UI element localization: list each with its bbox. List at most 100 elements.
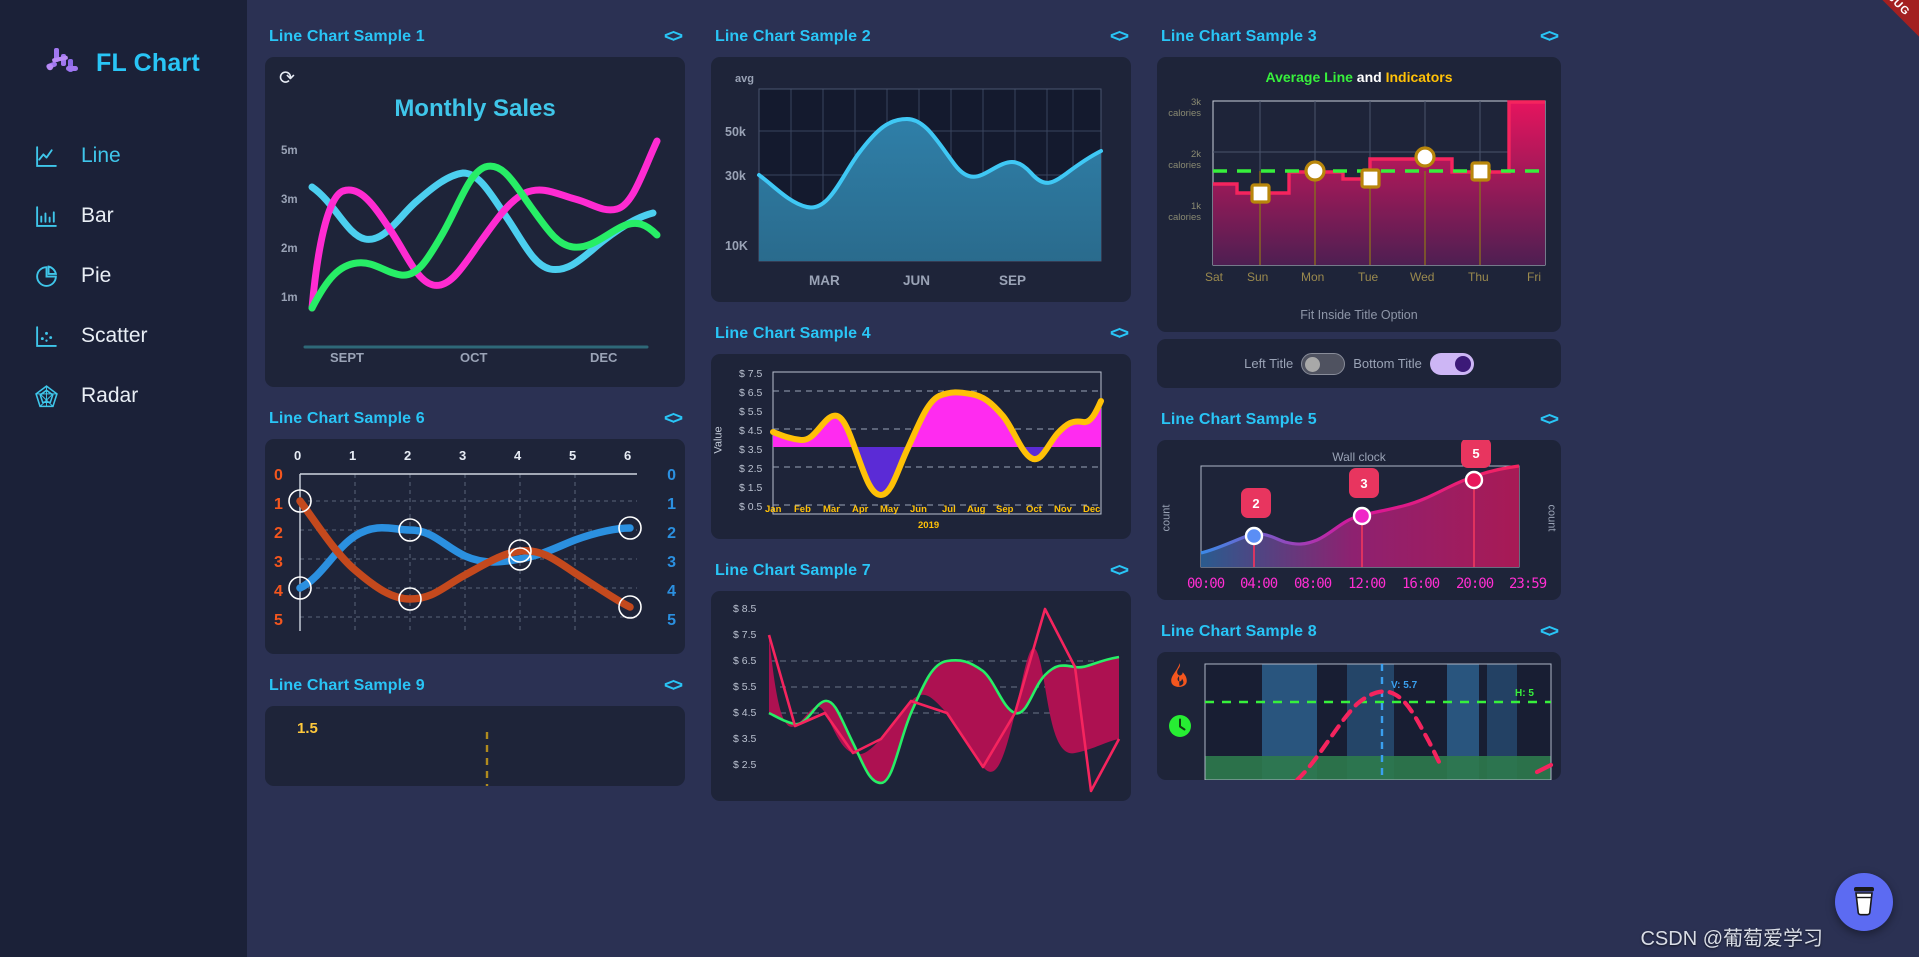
y-tick-label-left: 1 [274, 496, 283, 513]
y-tick-label-left: 2 [274, 525, 283, 542]
svg-text:3: 3 [1360, 476, 1367, 491]
x-tick-label: Jun [910, 504, 927, 515]
debug-ribbon: DEBUG [1839, 0, 1919, 61]
x-axis-label: 2019 [918, 520, 940, 531]
card-line-chart-sample-6: Line Chart Sample 6 <> 0 1 2 3 4 5 6 0 1… [265, 400, 685, 654]
x-tick-label: 00:00 [1187, 576, 1225, 592]
sidebar-item-line[interactable]: Line [0, 126, 247, 186]
card-header: Line Chart Sample 7 <> [711, 552, 1131, 591]
fl-chart-logo-icon [44, 46, 82, 80]
x-tick-label: Fri [1527, 270, 1541, 284]
chart-container: 0 1 2 3 4 5 6 0 1 2 3 4 5 0 1 2 3 [265, 439, 685, 654]
x-tick-label: Apr [852, 504, 869, 515]
card-title: Line Chart Sample 3 [1161, 27, 1317, 45]
x-tick-label: Thu [1468, 270, 1489, 284]
view-code-button[interactable]: <> [1109, 560, 1129, 580]
sidebar-item-label: Bar [81, 204, 114, 227]
y-tick-label: $ 7.5 [733, 629, 757, 641]
chart-container: avg 50k 30k 10K [711, 57, 1131, 302]
sidebar-item-bar[interactable]: Bar [0, 186, 247, 246]
view-code-button[interactable]: <> [663, 675, 683, 695]
chart-svg [1212, 100, 1546, 266]
sidebar-item-radar[interactable]: Radar [0, 366, 247, 426]
card-header: Line Chart Sample 1 <> [265, 18, 685, 57]
card-line-chart-sample-9: Line Chart Sample 9 <> 1.5 [265, 667, 685, 786]
view-code-button[interactable]: <> [1539, 621, 1559, 641]
card-title: Line Chart Sample 5 [1161, 410, 1317, 428]
chart-title: Average Line and Indicators [1157, 57, 1561, 85]
clock-icon [1168, 714, 1192, 743]
y-tick-label: $ 5.5 [733, 681, 757, 693]
y-tick-label: $ 4.5 [733, 707, 757, 719]
chart-title-part: Average Line [1265, 69, 1353, 85]
toggle-knob [1305, 356, 1321, 372]
toggle-knob [1454, 355, 1471, 372]
x-tick-label: Oct [1026, 504, 1042, 515]
sidebar-item-label: Scatter [81, 324, 148, 347]
left-title-toggle[interactable] [1301, 352, 1346, 375]
card-header: Line Chart Sample 4 <> [711, 315, 1131, 354]
chart-title-part: and [1352, 69, 1386, 85]
y-tick-label: $ 2.5 [733, 759, 757, 771]
card-title: Line Chart Sample 7 [715, 561, 871, 579]
x-tick-label: 1 [349, 448, 357, 463]
sidebar-item-scatter[interactable]: Scatter [0, 306, 247, 366]
card-title: Line Chart Sample 8 [1161, 622, 1317, 640]
y-tick-label: $ 0.5 [739, 501, 763, 513]
chart-container: Wall clock count count [1157, 440, 1561, 600]
card-header: Line Chart Sample 3 <> [1157, 18, 1561, 57]
y-tick-label-right: 0 [667, 467, 676, 484]
x-tick-label: Dec [1083, 504, 1101, 515]
card-title: Line Chart Sample 2 [715, 27, 871, 45]
view-code-button[interactable]: <> [1539, 26, 1559, 46]
y-tick-label: 2m [281, 243, 298, 255]
view-code-button[interactable]: <> [663, 408, 683, 428]
chart-title: Wall clock [1332, 450, 1386, 464]
view-code-button[interactable]: <> [663, 26, 683, 46]
x-tick-label: 2 [404, 448, 412, 463]
chart-plot-area: 5m 3m 2m 1m SEPT O [265, 123, 685, 373]
x-tick-label: Jul [942, 504, 956, 515]
card-line-chart-sample-1: Line Chart Sample 1 <> ⟳ Monthly Sales 5… [265, 18, 685, 387]
view-code-button[interactable]: <> [1539, 409, 1559, 429]
x-tick-label: DEC [590, 350, 618, 365]
card-title: Line Chart Sample 9 [269, 676, 425, 694]
x-tick-label: MAR [809, 273, 840, 288]
chart-container: 1.5 [265, 706, 685, 786]
chart-subtitle: Fit Inside Title Option [1300, 308, 1418, 322]
x-tick-label: JUN [903, 273, 931, 288]
debug-ribbon-holder: DEBUG [1839, 0, 1919, 80]
x-tick-label: Sat [1205, 270, 1224, 284]
y-tick-label: $ 5.5 [739, 406, 763, 418]
chart-svg [303, 137, 661, 349]
y-tick-label: $ 6.5 [739, 387, 763, 399]
chart-container: Value $ 7.5 $ 6.5 $ 5.5 $ 4.5 $ 3.5 $ 2.… [711, 354, 1131, 539]
x-tick-label: 08:00 [1294, 576, 1332, 592]
buy-me-a-coffee-button[interactable] [1835, 873, 1893, 931]
y-tick-label-left: 3 [274, 554, 283, 571]
y-tick-label-left: 5 [274, 612, 283, 629]
sidebar-item-pie[interactable]: Pie [0, 246, 247, 306]
x-tick-label: 04:00 [1240, 576, 1278, 592]
refresh-icon[interactable]: ⟳ [279, 68, 295, 89]
card-line-chart-sample-4: Line Chart Sample 4 <> Value $ 7.5 $ 6.5… [711, 315, 1131, 539]
left-title-label: Left Title [1244, 356, 1294, 371]
column-2: Line Chart Sample 2 <> avg 50k 30k 10K [711, 18, 1131, 957]
x-tick-label: 12:00 [1348, 576, 1386, 592]
y-tick-label: $ 4.5 [739, 425, 763, 437]
view-code-button[interactable]: <> [1109, 26, 1129, 46]
csdn-watermark: CSDN @葡萄爱学习 [1640, 928, 1823, 950]
x-tick-label: Tue [1358, 270, 1379, 284]
bottom-title-toggle[interactable] [1429, 352, 1474, 375]
x-tick-label: 6 [624, 448, 632, 463]
x-tick-label: Sep [996, 504, 1014, 515]
y-axis-label: avg [735, 73, 754, 85]
x-tick-label: Wed [1410, 270, 1435, 284]
view-code-button[interactable]: <> [1109, 323, 1129, 343]
scatter-chart-icon [33, 323, 59, 349]
x-tick-label: SEPT [330, 350, 364, 365]
pie-chart-icon [33, 263, 59, 289]
card-title: Line Chart Sample 4 [715, 324, 871, 342]
bottom-title-label: Bottom Title [1353, 356, 1422, 371]
